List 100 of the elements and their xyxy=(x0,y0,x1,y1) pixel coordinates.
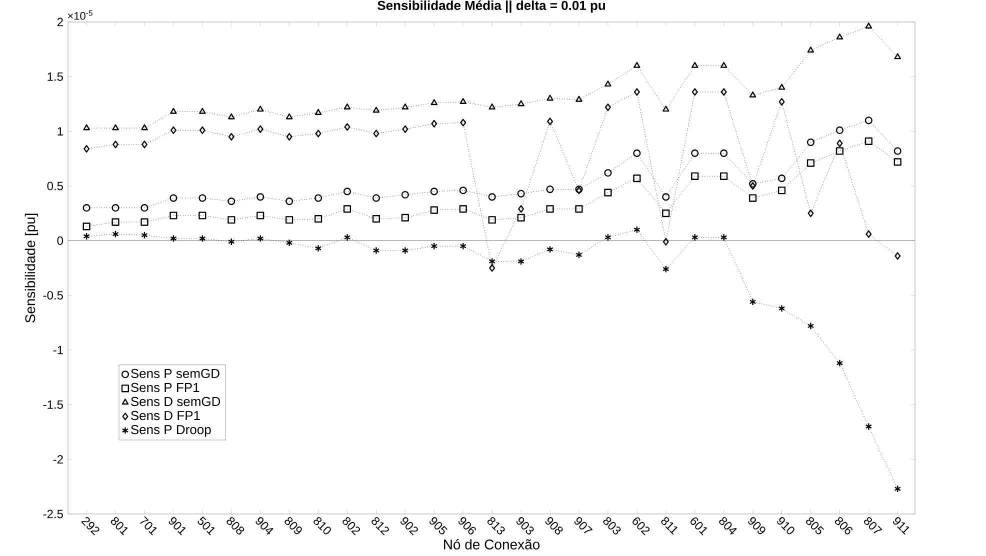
point xyxy=(402,246,409,254)
point xyxy=(344,103,351,110)
point xyxy=(488,216,496,224)
point xyxy=(286,216,294,224)
point xyxy=(141,140,148,148)
point xyxy=(430,188,438,196)
x-tick-label: 292 xyxy=(81,517,100,536)
point xyxy=(836,126,844,134)
x-tick-label: 804 xyxy=(719,517,737,535)
y-tick-label: -0.5 xyxy=(43,291,63,300)
point xyxy=(604,169,612,177)
x-tick-label: 907 xyxy=(574,517,593,534)
point xyxy=(662,238,669,246)
point xyxy=(692,88,698,96)
x-tick-label: 902 xyxy=(400,517,418,536)
point xyxy=(256,212,264,220)
point xyxy=(866,230,872,238)
point xyxy=(720,88,727,96)
point xyxy=(431,120,438,128)
point xyxy=(720,62,728,68)
point xyxy=(720,149,728,157)
legend-label: Sens P Droop xyxy=(131,424,211,437)
point xyxy=(228,113,235,120)
point xyxy=(402,103,409,110)
point xyxy=(894,485,901,493)
point xyxy=(633,149,641,157)
point xyxy=(865,422,872,430)
point xyxy=(836,359,844,367)
point xyxy=(83,124,90,130)
point xyxy=(344,234,351,242)
point xyxy=(401,214,409,222)
y-tick-label: 0.5 xyxy=(47,182,63,190)
point xyxy=(575,205,583,213)
x-tick-label: 908 xyxy=(545,517,563,535)
point xyxy=(83,232,90,240)
point xyxy=(806,159,815,167)
x-tick-label: 501 xyxy=(198,516,215,536)
point xyxy=(112,140,119,148)
point xyxy=(84,145,90,153)
x-tick-label: 601 xyxy=(690,517,708,536)
point xyxy=(170,212,178,220)
point xyxy=(372,246,380,254)
point xyxy=(546,185,554,194)
point xyxy=(604,80,612,87)
y-axis-title: Sensibilidade [pu] xyxy=(24,214,38,323)
point xyxy=(228,238,235,246)
x-tick-label: 905 xyxy=(430,517,448,534)
y-tick-label: -2 xyxy=(53,455,63,464)
x-tick-label: 903 xyxy=(516,517,534,535)
point xyxy=(518,258,524,266)
point xyxy=(315,130,322,138)
point xyxy=(430,242,438,250)
point xyxy=(517,190,525,198)
point xyxy=(199,126,206,134)
y-tick-label: -2.5 xyxy=(43,510,63,518)
point xyxy=(141,231,148,239)
point xyxy=(634,62,640,68)
point xyxy=(864,137,872,145)
point xyxy=(170,194,178,202)
point xyxy=(373,130,380,138)
point xyxy=(460,118,466,126)
point xyxy=(140,204,148,212)
x-tick-label: 806 xyxy=(835,517,852,534)
point xyxy=(372,214,380,223)
x-tick-label: 803 xyxy=(603,517,621,535)
point xyxy=(112,218,120,226)
point xyxy=(604,188,612,196)
y-tick-label: 0 xyxy=(57,236,64,245)
point xyxy=(82,222,90,230)
point xyxy=(343,188,352,196)
point xyxy=(430,99,438,106)
point xyxy=(662,106,670,112)
point xyxy=(778,304,786,312)
x-tick-label: 906 xyxy=(458,517,476,534)
point xyxy=(691,149,699,157)
point xyxy=(228,198,236,206)
y-tick-label: 1 xyxy=(58,127,63,136)
point xyxy=(778,84,786,90)
x-tick-label: 602 xyxy=(632,517,650,536)
point xyxy=(344,123,350,131)
point xyxy=(199,234,206,242)
point xyxy=(257,125,264,133)
legend-label: Sens P FP1 xyxy=(131,382,200,392)
point xyxy=(576,251,582,259)
point xyxy=(662,193,670,201)
point xyxy=(198,212,206,220)
point xyxy=(808,210,814,218)
point xyxy=(170,126,176,134)
point xyxy=(518,100,524,106)
point xyxy=(720,172,728,180)
point xyxy=(546,205,554,213)
point xyxy=(836,34,844,40)
point xyxy=(894,252,901,260)
point xyxy=(112,230,119,238)
point xyxy=(749,91,756,98)
point xyxy=(170,234,177,242)
point xyxy=(228,216,236,224)
x-tick-label: 811 xyxy=(661,517,678,535)
x-tick-label: 805 xyxy=(806,517,824,534)
y-tick-label: -1.5 xyxy=(43,400,63,409)
